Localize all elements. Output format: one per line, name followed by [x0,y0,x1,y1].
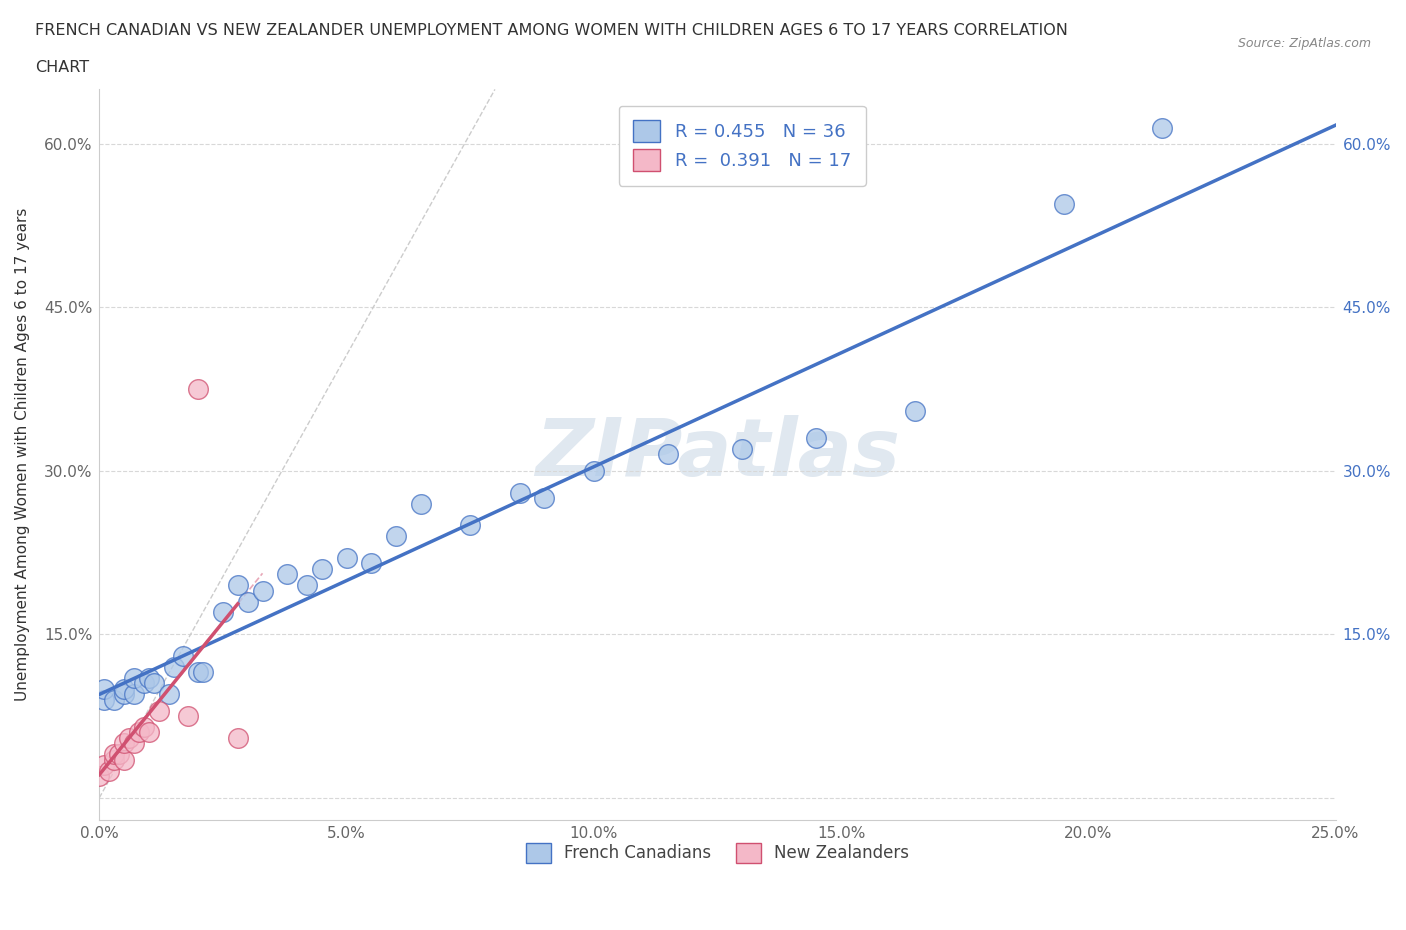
Text: CHART: CHART [35,60,89,75]
Point [177,709,200,724]
Point [1152,120,1174,135]
Point [385,529,408,544]
Point [148,703,170,718]
Point [731,442,754,457]
Text: ZIPatlas: ZIPatlas [534,416,900,494]
Point [226,578,249,592]
Point [93,692,115,707]
Point [93,758,115,773]
Point [122,736,145,751]
Point [335,551,357,565]
Point [212,605,235,620]
Point [252,583,274,598]
Point [89,768,111,783]
Text: FRENCH CANADIAN VS NEW ZEALANDER UNEMPLOYMENT AMONG WOMEN WITH CHILDREN AGES 6 T: FRENCH CANADIAN VS NEW ZEALANDER UNEMPLO… [35,23,1069,38]
Point [295,578,318,592]
Text: Source: ZipAtlas.com: Source: ZipAtlas.com [1237,37,1371,50]
Point [132,676,155,691]
Point [509,485,531,500]
Point [1052,196,1074,211]
Point [806,431,828,445]
Point [657,447,679,462]
Point [103,752,125,767]
Point [276,567,298,582]
Point [409,496,432,511]
Point [904,404,927,418]
Point [187,665,209,680]
Point [311,562,333,577]
Point [138,671,160,685]
Point [108,747,131,762]
Point [360,556,382,571]
Point [236,594,259,609]
Point [128,724,150,739]
Point [118,730,141,745]
Point [533,491,555,506]
Point [458,518,481,533]
Point [122,671,145,685]
Point [112,736,135,751]
Point [103,747,125,762]
Point [162,659,184,674]
Legend: French Canadians, New Zealanders: French Canadians, New Zealanders [519,836,915,870]
Point [112,682,135,697]
Point [103,692,125,707]
Point [112,686,135,701]
Point [142,676,165,691]
Point [582,463,605,478]
Point [172,648,194,663]
Point [112,752,135,767]
Point [193,665,215,680]
Point [226,730,249,745]
Point [187,381,209,396]
Point [122,686,145,701]
Point [157,686,180,701]
Point [98,764,121,778]
Point [132,720,155,735]
Point [93,682,115,697]
Point [138,724,160,739]
Y-axis label: Unemployment Among Women with Children Ages 6 to 17 years: Unemployment Among Women with Children A… [15,207,30,701]
